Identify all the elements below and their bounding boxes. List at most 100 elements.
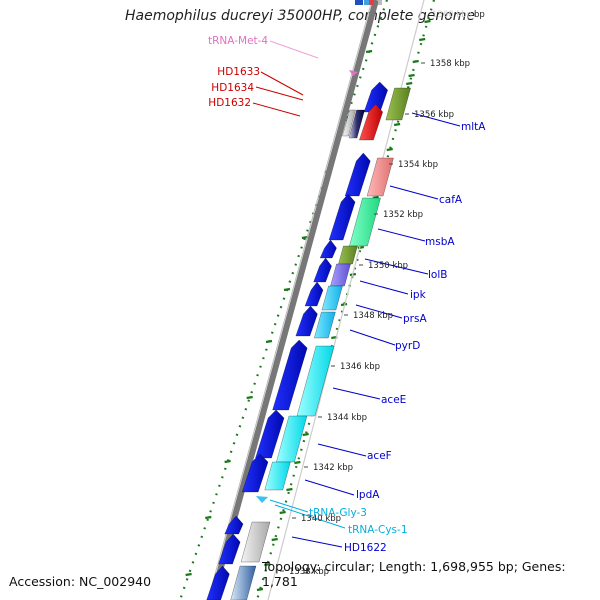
gc-dash [386,147,393,152]
scale-label-clipped: 1360 kbp [432,10,472,20]
gene-labels: tRNA-Met-4 HD1633 HD1634 HD1632 mltA cafA msbA… [208,35,486,554]
gene-label-mlta: mltA [461,121,486,133]
gene-arrow [363,81,388,113]
gene-label-lolb: lolB [428,269,447,281]
gc-dash [185,572,192,577]
scale-label: 1350 kbp [368,261,408,271]
gene-label-ipk: ipk [410,289,427,301]
gene-label-cafa: cafA [439,194,463,206]
gc-dash [406,81,413,86]
gene-box-hd1634 [348,109,365,139]
map-title: Haemophilus ducreyi 35000HP, complete ge… [124,8,476,24]
gc-dash [264,562,271,567]
gene-label-trna-met-4: tRNA-Met-4 [208,35,268,47]
gene-box-mlta [385,87,411,121]
scale-label: 1340 kbp [301,514,341,524]
gene-arrow [313,257,332,283]
top-clip-bp-label: bp [474,10,485,20]
scale-label: 1354 kbp [398,160,438,170]
gene-box-acef [276,415,308,463]
gc-dash [302,432,309,437]
trna-met-4-mark [349,70,358,76]
gene-label-trna-cys-1: tRNA-Cys-1 [348,524,408,536]
top-clipped-genes [355,0,382,5]
leader-line [269,499,309,513]
scale-label: 1352 kbp [383,210,423,220]
gc-dash [256,587,264,592]
accession-text: Accession: NC_002940 [9,574,152,589]
gc-dash [412,59,419,64]
scale-label: 1358 kbp [430,59,470,69]
leader-line [364,258,429,275]
scale-label: 1346 kbp [340,362,380,372]
gene-label-hd1633: HD1633 [217,66,260,78]
scale-label: 1356 kbp [414,110,454,120]
gene-label-prsa: prsA [403,313,427,325]
gene-box-acee [296,345,335,417]
gene-box-prsa [321,285,343,311]
gc-dash [419,37,426,42]
gene-arrow [218,533,241,565]
gene-label-hd1634: HD1634 [211,82,254,94]
scale-label: 1342 kbp [313,463,353,473]
gene-label-lpda: lpdA [356,489,380,501]
gene-label-pyrd: pyrD [395,340,420,352]
gc-dash [279,510,286,515]
gc-dash [408,73,415,78]
leader-line [359,280,409,295]
backbone-outer-line [209,0,379,600]
gene-box-bottom [230,565,257,600]
topology-text: Topology: circular; Length: 1,698,955 bp… [262,559,566,589]
gene-box-hd1622 [240,521,271,563]
leader-line [269,40,319,59]
gene-label-acee: aceE [381,394,406,406]
gene-box-cafa [366,157,394,197]
gene-box-lpda [264,461,291,491]
gc-dash [224,459,231,464]
gc-dash [424,19,431,24]
gc-dash [205,515,212,520]
gene-arrow [206,565,230,600]
gc-dash [283,287,291,292]
backbone-shadow-line [207,0,373,600]
gene-arrow [272,339,308,411]
leader-line [389,185,439,200]
scale-label: 1344 kbp [327,413,367,423]
leader-line [304,479,355,496]
gc-dash [357,245,365,250]
gene-label-hd1622: HD1622 [344,542,387,554]
leader-line [255,86,304,101]
trna-gly-3-mark [256,496,268,503]
gc-dash [271,537,278,542]
gc-dash [286,487,293,492]
gene-arrow [344,152,371,197]
label-leader-lines [252,40,461,548]
gene-box-lolb [338,245,358,265]
scale-kbp-labels: 1358 kbp 1356 kbp 1354 kbp 1352 kbp 1350 kbp… [280,10,472,577]
gene-arrow [319,239,337,259]
scale-label: 1348 kbp [353,311,393,321]
gene-box-msba [349,197,381,247]
leader-line [411,112,461,127]
scale-label: 1338 kbp [289,567,329,577]
leader-line [355,304,403,319]
gene-box-ipk [330,263,351,287]
leader-line [291,536,343,548]
gc-dash [246,395,253,400]
gene-label-hd1632: HD1632 [208,97,251,109]
leader-line [377,228,426,242]
gene-arrow [304,281,324,307]
leader-line [260,71,304,96]
gc-dash [393,122,401,127]
leader-line [274,504,346,529]
gene-label-trna-gly-3: tRNA-Gly-3 [309,507,367,519]
gc-dash [294,460,301,465]
gene-label-acef: aceF [367,450,392,462]
leader-line [317,443,367,457]
leader-line [252,102,301,117]
gene-arrow [328,193,356,241]
gene-box-pyrd [314,311,336,339]
gene-arrow-hd1633 [359,103,383,141]
